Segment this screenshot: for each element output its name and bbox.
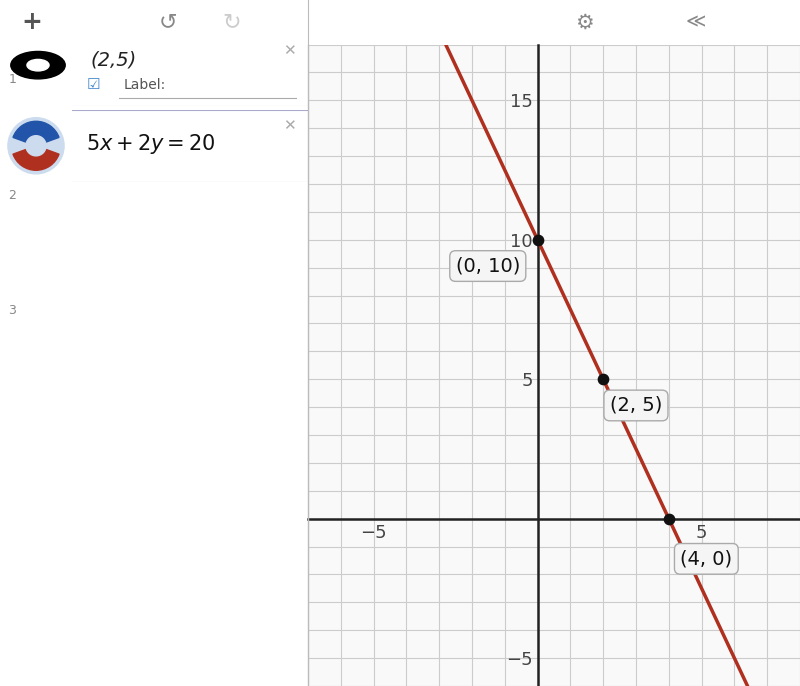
Ellipse shape xyxy=(27,60,49,71)
Circle shape xyxy=(26,136,46,156)
Text: +: + xyxy=(22,10,42,34)
Text: ☑: ☑ xyxy=(86,78,100,92)
Text: ⚙: ⚙ xyxy=(574,12,594,32)
Text: ≪: ≪ xyxy=(686,13,706,32)
Text: (0, 10): (0, 10) xyxy=(456,257,520,276)
Circle shape xyxy=(8,118,64,174)
Wedge shape xyxy=(13,146,59,170)
Text: 3: 3 xyxy=(8,305,16,318)
Text: Label:: Label: xyxy=(124,78,166,92)
Text: ✕: ✕ xyxy=(282,43,295,58)
Point xyxy=(597,374,610,385)
Text: ↻: ↻ xyxy=(222,12,242,32)
Point xyxy=(662,513,675,524)
Text: $5x + 2y = 20$: $5x + 2y = 20$ xyxy=(86,132,216,156)
Point xyxy=(531,235,544,246)
Text: ↺: ↺ xyxy=(158,12,178,32)
Wedge shape xyxy=(13,121,59,146)
Text: (2, 5): (2, 5) xyxy=(610,396,662,415)
Text: 2: 2 xyxy=(8,189,16,202)
Text: (4, 0): (4, 0) xyxy=(680,549,733,569)
Text: (2,5): (2,5) xyxy=(91,50,137,69)
Text: ✕: ✕ xyxy=(282,119,295,133)
Text: 1: 1 xyxy=(8,73,16,86)
Ellipse shape xyxy=(11,51,66,79)
